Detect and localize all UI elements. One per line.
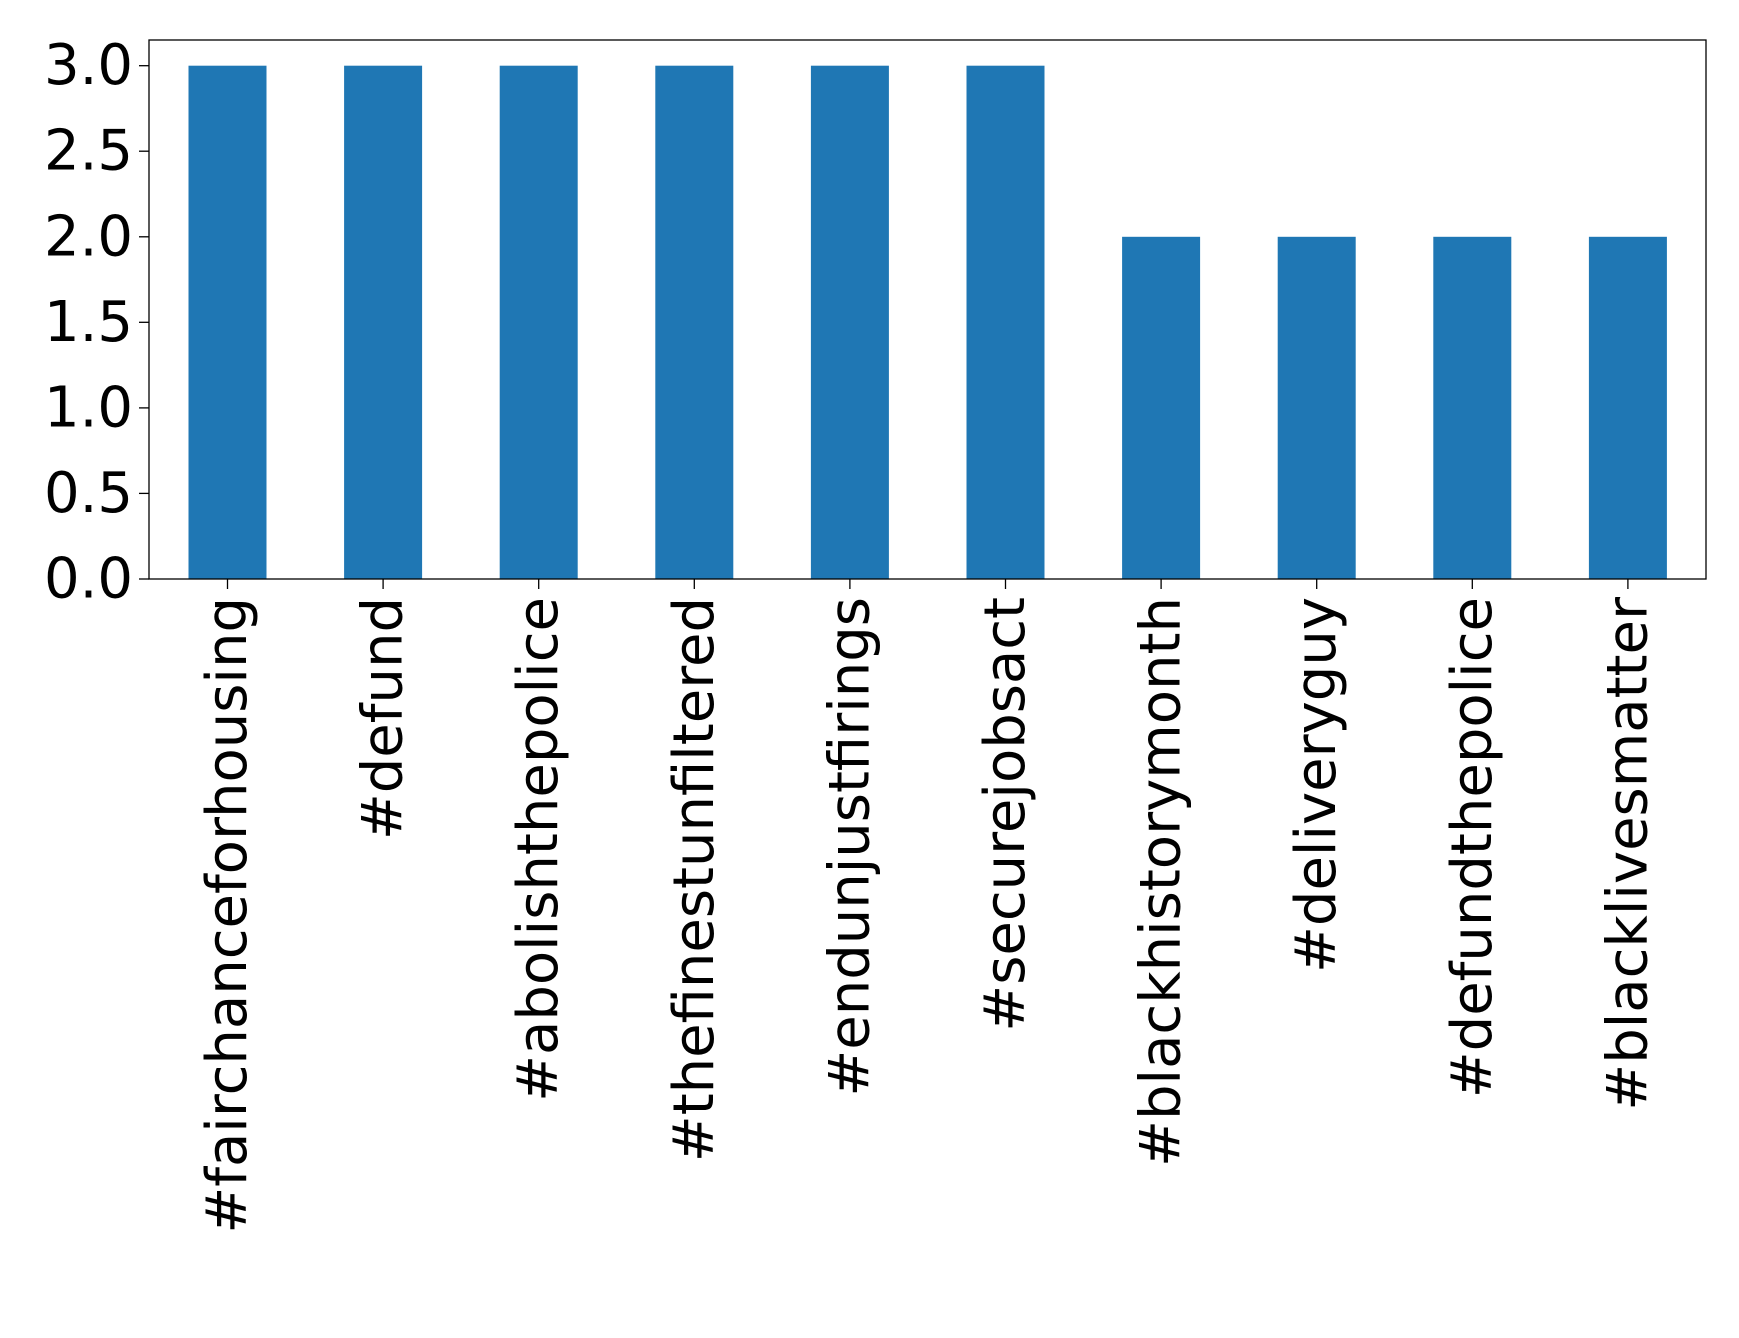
x-tick-label: #blacklivesmatter [1595, 596, 1660, 1111]
y-axis: 0.0 0.5 1.0 1.5 2.0 2.5 3.0 [44, 33, 149, 612]
y-tick-label: 0.0 [44, 547, 133, 612]
x-axis: #fairchanceforhousing #defund #abolishthep… [195, 579, 1660, 1234]
bar-defund [344, 65, 423, 579]
x-tick-label: #abolishthepolice [506, 597, 571, 1102]
bar-endunjustfirings [810, 65, 889, 579]
x-tick-label: #defund [351, 597, 416, 840]
x-tick-label: #deliveryguy [1284, 597, 1349, 973]
bar-thefinestunfiltered [655, 65, 734, 579]
y-tick-label: 2.5 [44, 119, 133, 184]
bar-blacklivesmatter [1588, 236, 1667, 580]
x-tick-label: #blackhistorymonth [1129, 597, 1194, 1167]
bar-blackhistorymonth [1122, 236, 1201, 580]
y-tick-label: 0.5 [44, 461, 133, 526]
y-tick-label: 3.0 [44, 33, 133, 98]
y-tick-label: 1.0 [44, 375, 133, 440]
x-tick-label: #defundthepolice [1440, 597, 1505, 1098]
plot-frame [148, 39, 1707, 580]
bars-layer [188, 65, 1667, 580]
bar-securejobsact [966, 65, 1045, 579]
x-tick-label: #thefinestunfiltered [662, 597, 727, 1162]
y-tick-label: 2.0 [44, 204, 133, 269]
bar-abolishthepolice [499, 65, 578, 579]
y-tick-label: 1.5 [44, 290, 133, 355]
bar-defundthepolice [1433, 236, 1512, 580]
x-tick-label: #endunjustfirings [817, 597, 882, 1097]
bar-fairchanceforhousing [188, 65, 267, 579]
x-tick-label: #securejobsact [973, 597, 1038, 1032]
x-tick-label: #fairchanceforhousing [195, 597, 260, 1234]
bar-deliveryguy [1277, 236, 1356, 580]
